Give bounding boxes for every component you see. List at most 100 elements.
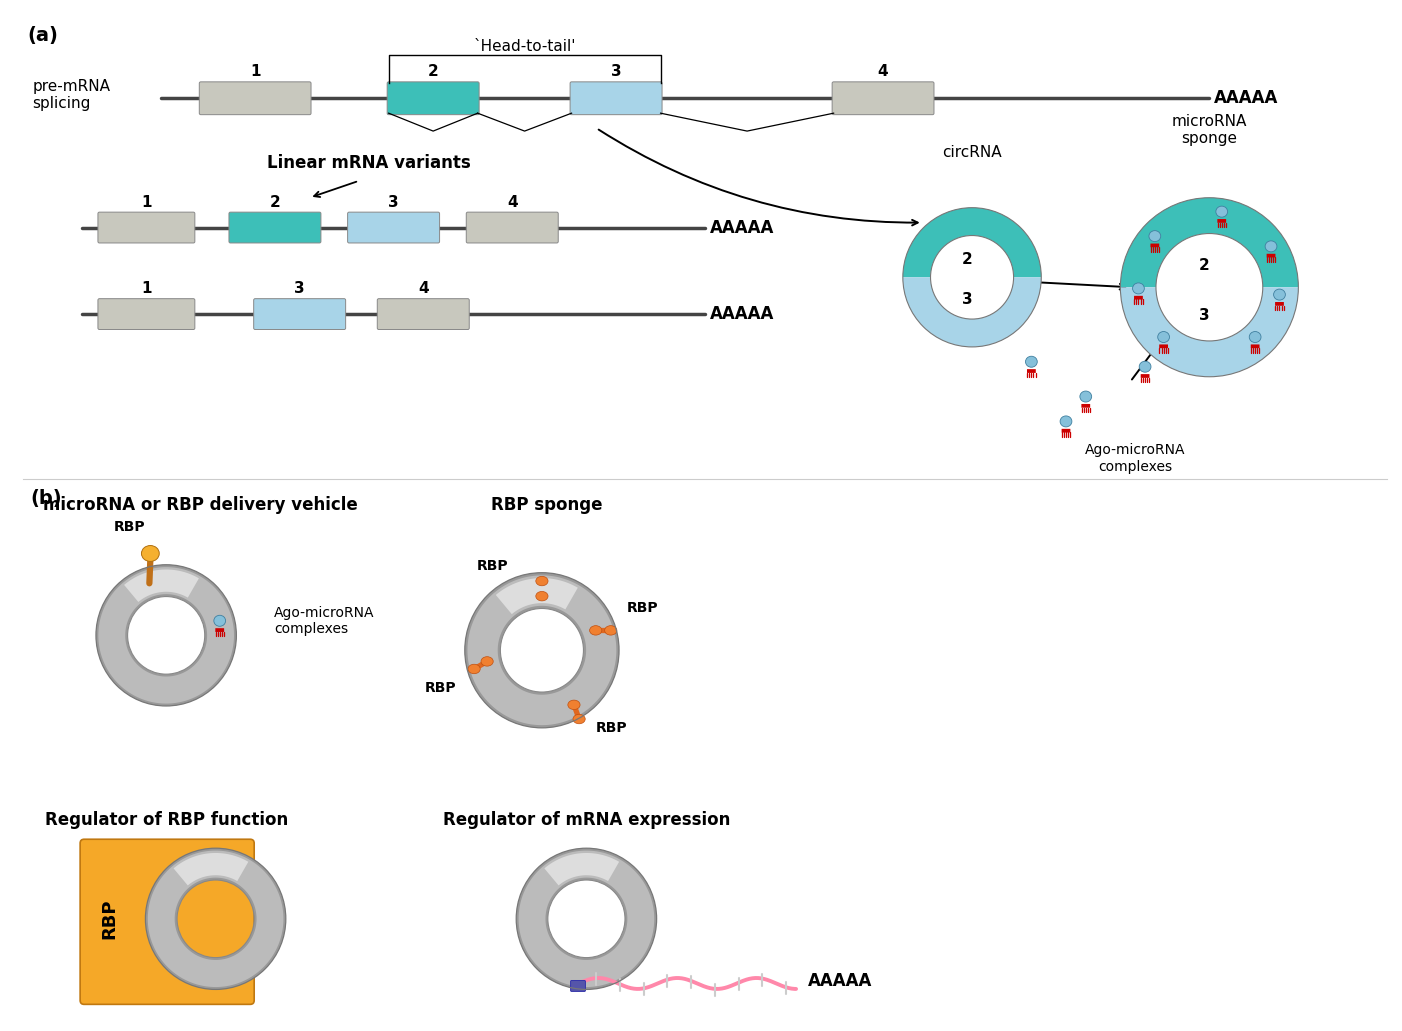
FancyBboxPatch shape: [377, 299, 470, 330]
Polygon shape: [519, 851, 655, 987]
Text: AAAAA: AAAAA: [808, 972, 872, 991]
Text: microRNA
sponge: microRNA sponge: [1172, 113, 1246, 146]
Polygon shape: [465, 572, 620, 728]
Text: Regulator of mRNA expression: Regulator of mRNA expression: [443, 811, 730, 829]
FancyBboxPatch shape: [1159, 344, 1168, 348]
FancyBboxPatch shape: [1134, 296, 1143, 300]
Text: 3: 3: [611, 64, 621, 79]
FancyBboxPatch shape: [1028, 369, 1036, 373]
Text: pre-mRNA
splicing: pre-mRNA splicing: [32, 79, 111, 111]
Ellipse shape: [1080, 391, 1092, 402]
Polygon shape: [95, 565, 237, 706]
Polygon shape: [544, 853, 620, 886]
Text: AAAAA: AAAAA: [1214, 90, 1279, 107]
FancyBboxPatch shape: [467, 212, 558, 243]
FancyBboxPatch shape: [571, 980, 586, 992]
Ellipse shape: [1273, 289, 1286, 300]
FancyBboxPatch shape: [1251, 344, 1259, 348]
Ellipse shape: [481, 657, 494, 666]
Ellipse shape: [215, 616, 226, 626]
Ellipse shape: [1025, 357, 1037, 367]
Text: 3: 3: [294, 281, 306, 296]
FancyBboxPatch shape: [80, 839, 254, 1004]
Text: RBP: RBP: [425, 681, 457, 695]
Ellipse shape: [1249, 332, 1260, 342]
FancyBboxPatch shape: [1274, 302, 1284, 306]
Polygon shape: [174, 853, 248, 886]
Ellipse shape: [568, 700, 580, 709]
FancyBboxPatch shape: [1151, 243, 1159, 247]
Text: 3: 3: [388, 195, 400, 209]
Text: 3: 3: [1199, 307, 1210, 323]
Text: AAAAA: AAAAA: [709, 219, 774, 236]
Polygon shape: [903, 277, 1042, 346]
Text: AAAAA: AAAAA: [709, 305, 774, 323]
Ellipse shape: [1158, 332, 1169, 342]
FancyBboxPatch shape: [1217, 219, 1227, 223]
Polygon shape: [146, 849, 286, 990]
Text: RBP: RBP: [627, 601, 659, 616]
Text: Ago-microRNA
complexes: Ago-microRNA complexes: [1085, 443, 1186, 473]
Ellipse shape: [1216, 206, 1228, 218]
Text: 4: 4: [878, 64, 889, 79]
Polygon shape: [516, 849, 656, 990]
Ellipse shape: [468, 664, 481, 673]
Polygon shape: [147, 851, 283, 987]
Ellipse shape: [1060, 415, 1073, 427]
Text: microRNA or RBP delivery vehicle: microRNA or RBP delivery vehicle: [43, 496, 358, 514]
Ellipse shape: [590, 626, 601, 635]
Text: 4: 4: [508, 195, 517, 209]
Text: `Head-to-tail': `Head-to-tail': [474, 38, 576, 54]
Ellipse shape: [1140, 361, 1151, 372]
Text: 4: 4: [418, 281, 429, 296]
Polygon shape: [903, 207, 1042, 277]
FancyBboxPatch shape: [1266, 254, 1276, 258]
Text: RBP sponge: RBP sponge: [491, 496, 603, 514]
Ellipse shape: [1133, 282, 1144, 294]
Text: 3: 3: [962, 292, 973, 306]
Text: (b): (b): [31, 489, 62, 508]
FancyBboxPatch shape: [348, 212, 440, 243]
FancyBboxPatch shape: [571, 81, 662, 114]
Text: RBP: RBP: [596, 721, 627, 735]
FancyBboxPatch shape: [387, 81, 479, 114]
Polygon shape: [1120, 288, 1298, 376]
Ellipse shape: [1150, 231, 1161, 241]
Ellipse shape: [1265, 241, 1277, 252]
Text: 2: 2: [962, 252, 973, 267]
Text: Linear mRNA variants: Linear mRNA variants: [266, 154, 471, 172]
Polygon shape: [1120, 198, 1298, 288]
Text: Regulator of RBP function: Regulator of RBP function: [45, 811, 287, 829]
FancyBboxPatch shape: [1061, 429, 1070, 433]
FancyBboxPatch shape: [199, 81, 311, 114]
FancyBboxPatch shape: [1141, 374, 1150, 378]
Text: circRNA: circRNA: [942, 145, 1002, 160]
Text: RBP: RBP: [114, 520, 146, 534]
FancyBboxPatch shape: [229, 212, 321, 243]
FancyBboxPatch shape: [254, 299, 346, 330]
Text: Ago-microRNA
complexes: Ago-microRNA complexes: [275, 606, 374, 636]
Text: RBP: RBP: [477, 559, 509, 573]
Text: 1: 1: [142, 195, 151, 209]
Text: 1: 1: [250, 64, 261, 79]
Polygon shape: [496, 578, 578, 614]
FancyBboxPatch shape: [833, 81, 934, 114]
Ellipse shape: [536, 576, 548, 586]
Polygon shape: [98, 567, 234, 703]
Polygon shape: [125, 569, 199, 602]
FancyBboxPatch shape: [98, 212, 195, 243]
Text: (a): (a): [28, 26, 59, 44]
Text: 2: 2: [269, 195, 280, 209]
Polygon shape: [467, 575, 617, 725]
Text: 2: 2: [1199, 258, 1210, 273]
Ellipse shape: [536, 592, 548, 601]
Ellipse shape: [604, 626, 617, 635]
Text: RBP: RBP: [101, 899, 119, 939]
FancyBboxPatch shape: [216, 628, 224, 632]
Ellipse shape: [142, 545, 160, 562]
Ellipse shape: [573, 714, 585, 724]
Text: 2: 2: [428, 64, 439, 79]
FancyBboxPatch shape: [98, 299, 195, 330]
Text: 1: 1: [142, 281, 151, 296]
FancyBboxPatch shape: [1081, 404, 1091, 407]
